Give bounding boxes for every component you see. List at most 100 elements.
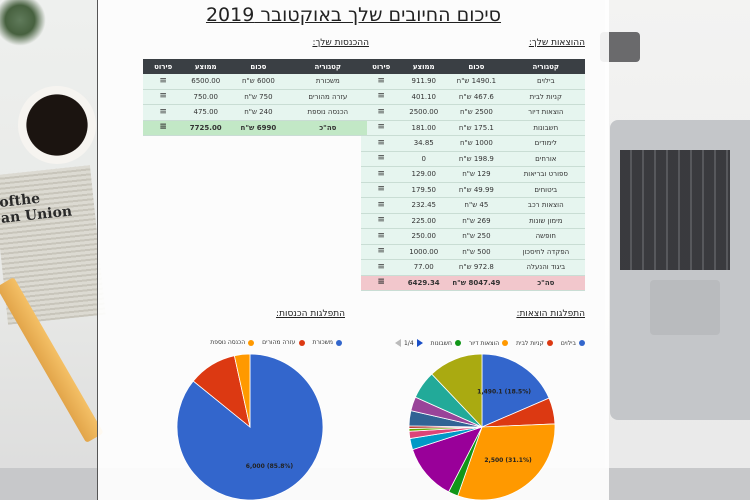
details-cell: ≡ <box>143 89 184 105</box>
details-cell: ≡ <box>361 135 402 152</box>
pie-slice[interactable] <box>481 353 550 428</box>
legend-swatch <box>298 339 305 346</box>
pie-slice[interactable] <box>176 353 324 500</box>
slice-label: 1,490.1 (18.5%) <box>477 388 531 395</box>
legend-label: משכורת <box>312 339 333 346</box>
details-menu-icon[interactable]: ≡ <box>377 230 385 241</box>
details-menu-icon[interactable]: ≡ <box>377 199 385 210</box>
category-cell: בילוים <box>506 74 585 90</box>
details-menu-icon[interactable]: ≡ <box>377 75 385 86</box>
income-pie-chart: 6,000 (85.8%) <box>176 353 324 500</box>
table-row: משכורת 6000 ש"ח 6500.00 ≡ <box>143 74 367 90</box>
legend-swatch <box>454 340 461 346</box>
details-menu-icon[interactable]: ≡ <box>377 106 385 117</box>
legend-swatch <box>248 339 255 346</box>
amount-cell: 972.8 ש"ח <box>446 259 507 276</box>
table-row: בילוים 1490.1 ש"ח 911.90 ≡ <box>361 74 585 90</box>
details-menu-icon[interactable]: ≡ <box>377 91 385 102</box>
table-row: אורחים 198.9 ש"ח 0 ≡ <box>361 151 585 167</box>
amount-cell: 250 ש"ח <box>446 228 507 245</box>
table-row: הוצאות רכב 45 ש"ח 232.45 ≡ <box>361 197 585 214</box>
amount-cell: 198.9 ש"ח <box>446 151 507 167</box>
average-cell: 401.10 <box>401 89 447 105</box>
table-row: חשבונות 175.1 ש"ח 181.00 ≡ <box>361 120 585 136</box>
legend-label: עזרה מהורים <box>262 339 296 346</box>
average-cell: 750.00 <box>183 89 229 105</box>
amount-cell: 269 ש"ח <box>446 213 507 229</box>
page-title: סיכום החיובים שלך באוקטובר 2019 <box>205 4 502 26</box>
category-cell: אורחים <box>506 151 585 167</box>
legend-item[interactable]: עזרה מהורים <box>262 339 305 346</box>
legend-item[interactable]: הכנסה נוספת <box>210 339 255 346</box>
details-menu-icon[interactable]: ≡ <box>377 215 385 226</box>
col-details: פירוט <box>361 59 402 74</box>
legend-item[interactable]: בילוים <box>561 340 585 347</box>
income-legend: משכורת עזרה מהורים הכנסה נוספת <box>210 339 342 346</box>
details-menu-icon[interactable]: ≡ <box>159 106 167 117</box>
average-cell: 232.45 <box>401 197 447 214</box>
total-label-cell: סה"כ <box>506 275 585 291</box>
expense-legend: בילוים קניות לבית הוצאות דיור חשבונות 1/… <box>394 339 585 347</box>
table-row: ספורט ובריאות 129 ש"ח 129.00 ≡ <box>361 166 585 183</box>
legend-item[interactable]: חשבונות <box>431 340 461 347</box>
category-cell: הכנסה נוספת <box>288 104 367 121</box>
pie-slice[interactable] <box>233 353 251 428</box>
amount-cell: 500 ש"ח <box>446 244 507 260</box>
details-menu-icon[interactable]: ≡ <box>159 75 167 86</box>
amount-cell: 175.1 ש"ח <box>446 120 507 136</box>
total-row: סה"כ 8047.49 ש"ח 6429.34 ≡ <box>361 275 585 291</box>
legend-item[interactable]: הוצאות דיור <box>469 340 509 347</box>
slice-label: 2,500 (31.1%) <box>484 457 532 464</box>
previous-page-arrow-icon[interactable] <box>394 339 401 347</box>
amount-cell: 1000 ש"ח <box>446 135 507 152</box>
amount-cell: 240 ש"ח <box>228 104 289 121</box>
table-row: הכנסה נוספת 240 ש"ח 475.00 ≡ <box>143 104 367 121</box>
details-cell: ≡ <box>361 120 402 136</box>
total-row: סה"כ 6990 ש"ח 7725.00 ≡ <box>143 120 367 136</box>
pager-text: 1/4 <box>403 339 414 347</box>
details-cell: ≡ <box>361 259 402 276</box>
details-menu-icon[interactable]: ≡ <box>377 184 385 195</box>
category-cell: הפקדה לחיסכון <box>506 244 585 260</box>
details-menu-icon[interactable]: ≡ <box>159 91 167 102</box>
pie-slice[interactable] <box>431 353 483 429</box>
category-cell: חופשה <box>506 228 585 245</box>
legend-item[interactable]: קניות לבית <box>516 340 553 347</box>
table-row: הוצאות דיור 2500 ש"ח 2500.00 ≡ <box>361 104 585 121</box>
laptop-trackpad-image <box>650 280 720 335</box>
table-row: ביגוד והנעלה 972.8 ש"ח 77.00 ≡ <box>361 259 585 276</box>
average-cell: 2500.00 <box>401 104 447 121</box>
amount-cell: 6000 ש"ח <box>228 74 289 90</box>
expenses-header-row: קטגוריה סכום ממוצע פירוט <box>361 59 585 74</box>
next-page-arrow-icon[interactable] <box>416 339 423 347</box>
category-cell: לימודים <box>506 135 585 152</box>
legend-pager: 1/4 <box>394 339 423 347</box>
details-menu-icon[interactable]: ≡ <box>159 122 167 133</box>
pie-slice[interactable] <box>412 426 483 493</box>
legend-swatch <box>579 340 585 346</box>
average-cell: 475.00 <box>183 104 229 121</box>
amount-cell: 467.6 ש"ח <box>446 89 507 105</box>
details-menu-icon[interactable]: ≡ <box>377 137 385 148</box>
table-row: הפקדה לחיסכון 500 ש"ח 1000.00 ≡ <box>361 244 585 260</box>
details-cell: ≡ <box>361 275 402 291</box>
details-menu-icon[interactable]: ≡ <box>377 277 385 288</box>
income-header-row: קטגוריה סכום ממוצע פירוט <box>143 59 367 74</box>
col-category: קטגוריה <box>506 59 585 74</box>
details-menu-icon[interactable]: ≡ <box>377 246 385 257</box>
details-menu-icon[interactable]: ≡ <box>377 122 385 133</box>
category-cell: ביטוחים <box>506 182 585 198</box>
col-average: ממוצע <box>183 59 229 74</box>
details-menu-icon[interactable]: ≡ <box>377 168 385 179</box>
pie-slice[interactable] <box>457 423 556 500</box>
category-cell: ספורט ובריאות <box>506 166 585 183</box>
category-cell: עזרה מהורים <box>288 89 367 105</box>
details-menu-icon[interactable]: ≡ <box>377 153 385 164</box>
table-row: לימודים 1000 ש"ח 34.85 ≡ <box>361 135 585 152</box>
coffee-cup-image <box>18 86 96 164</box>
details-cell: ≡ <box>361 213 402 229</box>
total-amount-cell: 8047.49 ש"ח <box>446 275 507 291</box>
legend-item[interactable]: משכורת <box>313 339 342 346</box>
col-average: ממוצע <box>401 59 447 74</box>
details-menu-icon[interactable]: ≡ <box>377 261 385 272</box>
